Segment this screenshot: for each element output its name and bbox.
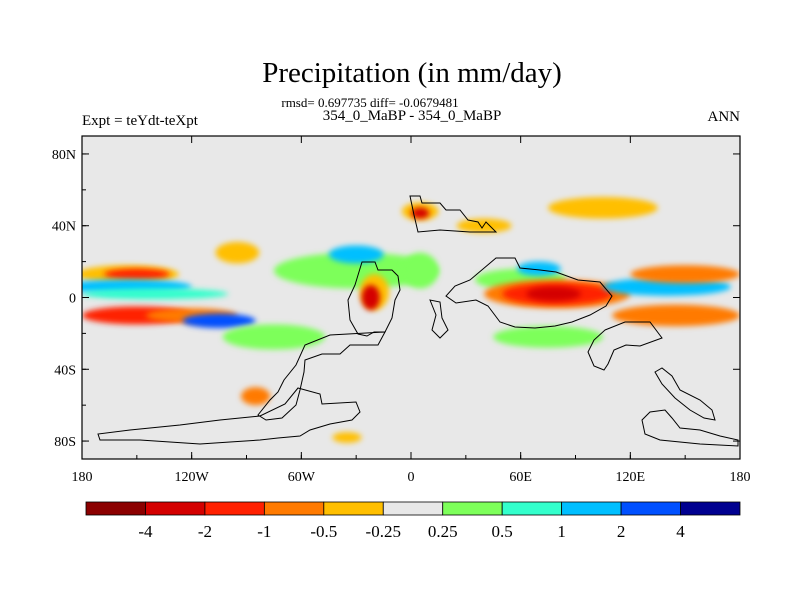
anomaly-patch-9 bbox=[222, 324, 326, 350]
anomaly-patch-4 bbox=[82, 288, 229, 300]
anomaly-patch-2 bbox=[103, 268, 170, 280]
anomaly-patch-18 bbox=[517, 261, 561, 276]
anomaly-patch-11 bbox=[328, 245, 384, 264]
coastline-southern-africa bbox=[257, 331, 386, 421]
left-label: Expt = teYdt-teXpt bbox=[82, 113, 199, 129]
colorbar-label: -1 bbox=[257, 522, 271, 541]
colorbar-swatch-11 bbox=[680, 501, 741, 516]
colorbar-swatch-7 bbox=[442, 501, 503, 516]
anomaly-patch-15 bbox=[411, 207, 430, 219]
anomaly-patch-29 bbox=[332, 432, 362, 443]
colorbar-label: 4 bbox=[676, 522, 685, 541]
colorbar-label: -2 bbox=[198, 522, 212, 541]
coastline-asia bbox=[445, 257, 613, 329]
x-tick-label: 60W bbox=[288, 470, 316, 485]
x-tick-label: 120E bbox=[616, 470, 646, 485]
coastlines bbox=[97, 195, 739, 447]
anomaly-patch-8 bbox=[215, 241, 260, 264]
x-tick-label: 180 bbox=[72, 470, 93, 485]
chart-title: Precipitation (in mm/day) bbox=[262, 57, 562, 89]
colorbar-label: 1 bbox=[557, 522, 566, 541]
y-axis: 80N 40N 0 40S 80S bbox=[52, 148, 740, 450]
colorbar-label: 0.5 bbox=[492, 522, 513, 541]
y-tick-label: 80S bbox=[54, 435, 76, 450]
colorbar-swatch-6 bbox=[382, 501, 444, 516]
anomaly-layer bbox=[82, 197, 740, 443]
colorbar-label: -4 bbox=[138, 522, 153, 541]
colorbar-label: 0.25 bbox=[428, 522, 458, 541]
anomaly-patch-10 bbox=[273, 252, 439, 289]
coastline-polar-strip bbox=[429, 299, 449, 339]
coastline-europe bbox=[409, 195, 498, 233]
anomaly-patch-28 bbox=[241, 387, 271, 406]
anomaly-patch-13 bbox=[361, 284, 380, 311]
colorbar-swatch-8 bbox=[501, 501, 563, 516]
anomaly-patch-25 bbox=[612, 304, 740, 327]
x-axis: 180 120W 60W 0 60E 120E 180 bbox=[72, 136, 751, 485]
colorbar-swatch-3 bbox=[204, 501, 265, 516]
colorbar-label: 2 bbox=[617, 522, 626, 541]
anomaly-patch-22 bbox=[493, 326, 603, 348]
colorbar-swatch-2 bbox=[145, 501, 206, 516]
coastline-antarctic-island bbox=[654, 367, 716, 421]
colorbar-swatch-9 bbox=[561, 501, 622, 516]
x-tick-label: 120W bbox=[175, 470, 210, 485]
coastline-south-america bbox=[97, 387, 361, 445]
anomaly-patch-24 bbox=[630, 265, 740, 284]
anomaly-patch-21 bbox=[526, 286, 581, 302]
y-tick-label: 80N bbox=[52, 148, 76, 163]
x-tick-label: 60E bbox=[509, 470, 532, 485]
y-tick-label: 40N bbox=[52, 220, 76, 235]
anomaly-patch-7 bbox=[182, 313, 256, 329]
colorbar-swatch-5 bbox=[323, 501, 384, 516]
coastline-australia bbox=[587, 321, 663, 371]
y-tick-label: 40S bbox=[54, 363, 76, 378]
anomaly-patch-16 bbox=[401, 252, 439, 289]
coastline-north-africa bbox=[347, 261, 401, 337]
colorbar: -4 -2 -1 -0.5 -0.25 0.25 0.5 1 2 4 bbox=[85, 501, 741, 541]
colorbar-swatch-10 bbox=[620, 501, 681, 516]
x-tick-label: 180 bbox=[730, 470, 751, 485]
coastline-antarctic-east bbox=[641, 409, 739, 447]
colorbar-label: -0.5 bbox=[310, 522, 337, 541]
anomaly-patch-26 bbox=[548, 197, 658, 219]
x-tick-label: 0 bbox=[408, 470, 415, 485]
colorbar-label: -0.25 bbox=[366, 522, 401, 541]
y-tick-label: 0 bbox=[69, 292, 76, 307]
stats-text: rmsd= 0.697735 diff= -0.0679481 bbox=[281, 95, 458, 110]
chart-subtitle: 354_0_MaBP - 354_0_MaBP bbox=[323, 108, 502, 124]
colorbar-swatch-4 bbox=[263, 501, 325, 516]
right-label: ANN bbox=[708, 109, 741, 125]
colorbar-swatch-1 bbox=[85, 501, 146, 516]
